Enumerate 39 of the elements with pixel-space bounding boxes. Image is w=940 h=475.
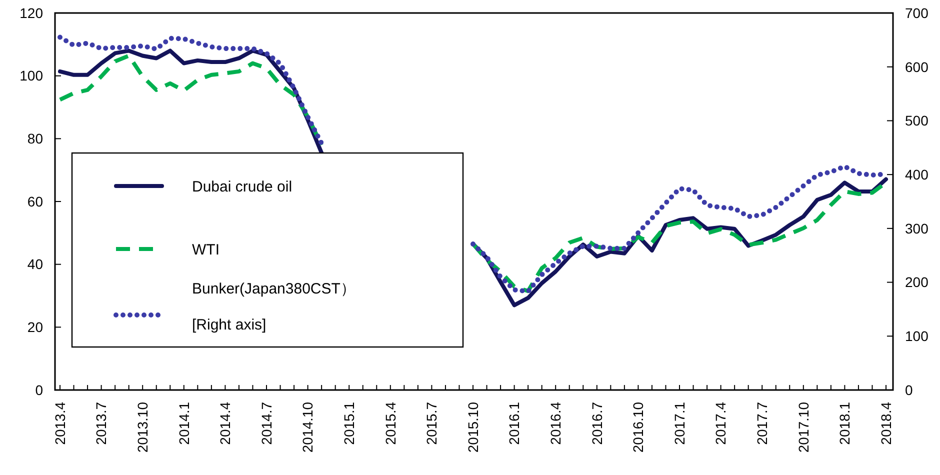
- x-tick-label: 2016.1: [506, 402, 522, 445]
- y2-tick-label: 400: [905, 166, 929, 182]
- y2-tick-label: 0: [905, 382, 913, 398]
- y2-tick-label: 200: [905, 274, 929, 290]
- x-tick-label: 2015.1: [341, 402, 357, 445]
- x-tick-label: 2016.7: [588, 402, 605, 445]
- y2-tick-label: 700: [905, 4, 929, 21]
- x-tick-label: 2018.1: [836, 402, 853, 445]
- x-tick-label: 2017.7: [754, 402, 770, 445]
- x-tick-label: 2013.10: [134, 402, 150, 453]
- y2-tick-label: 300: [905, 220, 929, 236]
- x-tick-label: 2014.7: [258, 402, 274, 445]
- x-tick-label: 2013.4: [52, 402, 68, 445]
- x-tick-label: 2015.4: [382, 402, 398, 445]
- x-tick-label: 2014.4: [217, 402, 234, 445]
- y-tick-label: 100: [20, 68, 44, 84]
- y2-tick-label: 600: [905, 58, 929, 75]
- y2-tick-label: 100: [905, 328, 929, 344]
- x-tick-label: 2014.1: [176, 402, 192, 445]
- y-tick-label: 60: [27, 193, 44, 210]
- x-tick-label: 2014.10: [300, 402, 316, 453]
- y-tick-label: 40: [27, 256, 44, 272]
- x-tick-label: 2017.10: [795, 402, 812, 453]
- y-tick-label: 120: [20, 4, 44, 21]
- y-tick-label: 20: [27, 319, 44, 336]
- x-tick-label: 2016.4: [548, 402, 564, 445]
- legend-label: Dubai crude oil: [192, 178, 292, 196]
- y-tick-label: 0: [35, 382, 44, 398]
- x-tick-label: 2017.4: [712, 402, 729, 445]
- y-tick-label: 80: [27, 130, 44, 147]
- x-tick-label: 2018.4: [878, 402, 894, 445]
- y2-tick-label: 500: [905, 112, 929, 129]
- x-tick-label: 2013.7: [93, 402, 110, 445]
- legend-label: WTI: [192, 241, 220, 258]
- x-tick-label: 2015.10: [464, 402, 481, 453]
- x-tick-label: 2016.10: [630, 402, 646, 453]
- x-tick-label: 2017.1: [671, 402, 688, 445]
- text: Bunker(Japan380CST） [Right axis]: [192, 280, 356, 334]
- x-tick-label: 2015.7: [424, 402, 440, 445]
